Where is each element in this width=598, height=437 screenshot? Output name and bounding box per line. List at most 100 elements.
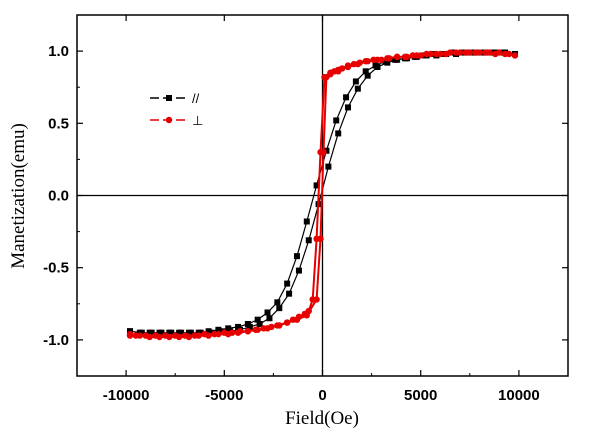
data-point	[364, 72, 371, 79]
data-point	[295, 267, 302, 274]
data-point	[303, 218, 310, 225]
data-point	[191, 332, 199, 339]
data-point	[354, 85, 361, 92]
data-point	[472, 49, 479, 56]
data-point	[228, 329, 236, 336]
data-point	[413, 52, 420, 59]
legend-marker	[165, 116, 173, 124]
data-point	[142, 332, 149, 339]
data-point	[217, 328, 224, 335]
x-tick-label: 0	[318, 387, 326, 404]
data-point	[309, 296, 316, 303]
y-tick-label: 1.0	[48, 43, 69, 60]
data-point	[260, 325, 267, 332]
data-point	[276, 322, 283, 329]
data-point	[289, 316, 297, 323]
data-point	[172, 332, 179, 339]
data-point	[162, 332, 169, 339]
data-point	[254, 316, 261, 323]
data-point	[126, 330, 134, 338]
legend-label: //	[192, 91, 200, 106]
data-point	[374, 56, 381, 63]
y-axis-ticks: -1.0 -0.5 0.0 0.5 1.0	[43, 14, 568, 377]
data-point	[201, 330, 208, 338]
legend-marker	[166, 95, 172, 101]
data-point	[283, 319, 291, 326]
data-point	[266, 315, 273, 322]
y-axis-title: Manetization(emu)	[8, 123, 29, 269]
y-tick-label: 0.0	[48, 188, 69, 205]
data-point	[181, 332, 189, 339]
data-point	[423, 50, 430, 58]
series-2	[126, 49, 519, 341]
x-axis-title: Field(Oe)	[285, 408, 359, 429]
data-point	[274, 299, 281, 306]
data-point	[364, 58, 371, 65]
data-point	[268, 323, 275, 331]
data-point	[452, 49, 460, 56]
data-point	[132, 332, 140, 339]
data-point	[158, 329, 165, 336]
data-point	[362, 68, 369, 75]
data-point	[492, 50, 499, 58]
data-point	[333, 117, 340, 124]
data-point	[335, 68, 342, 75]
data-point	[244, 328, 252, 335]
data-point	[344, 63, 352, 71]
x-tick-label: -10000	[103, 387, 150, 404]
data-point	[197, 329, 204, 336]
data-point	[168, 329, 175, 336]
data-point	[501, 50, 509, 58]
x-tick-label: 10000	[498, 387, 540, 404]
data-point	[443, 50, 450, 58]
legend: // ⊥	[150, 91, 203, 128]
data-point	[256, 321, 263, 328]
data-point	[325, 163, 332, 170]
data-point	[207, 329, 214, 336]
data-point	[211, 330, 218, 338]
y-tick-label: 0.5	[48, 115, 69, 132]
data-point	[138, 329, 145, 336]
data-point	[313, 182, 320, 189]
data-point	[313, 235, 320, 243]
data-point	[374, 63, 381, 70]
data-point	[187, 329, 194, 336]
data-point	[148, 329, 155, 336]
x-axis-ticks: -10000 -5000 0 5000 10000	[76, 15, 569, 404]
data-point	[327, 71, 334, 78]
data-point	[286, 290, 293, 297]
data-point	[321, 73, 328, 81]
series-layer	[126, 49, 519, 341]
data-point	[301, 310, 309, 318]
data-point	[352, 78, 359, 85]
data-point	[482, 49, 489, 56]
data-point	[236, 328, 244, 335]
legend-label: ⊥	[192, 113, 203, 128]
y-tick-label: -0.5	[43, 260, 69, 277]
data-point	[264, 309, 271, 316]
data-point	[317, 148, 324, 156]
data-point	[284, 280, 291, 287]
data-point	[384, 55, 391, 62]
data-point	[433, 50, 440, 58]
data-point	[354, 60, 362, 68]
data-point	[246, 323, 253, 330]
data-point	[252, 326, 259, 333]
data-point	[178, 329, 185, 336]
data-point	[293, 253, 300, 260]
data-point	[305, 237, 312, 244]
data-point	[323, 147, 330, 154]
data-point	[511, 52, 519, 59]
data-point	[295, 313, 303, 320]
data-point	[335, 130, 342, 137]
data-point	[403, 53, 411, 61]
data-point	[152, 332, 159, 339]
data-point	[221, 329, 228, 336]
data-point	[384, 59, 391, 66]
y-tick-label: -1.0	[43, 332, 69, 349]
x-tick-label: 5000	[404, 387, 437, 404]
x-tick-label: -5000	[205, 387, 243, 404]
data-point	[343, 94, 350, 101]
data-point	[393, 53, 401, 61]
